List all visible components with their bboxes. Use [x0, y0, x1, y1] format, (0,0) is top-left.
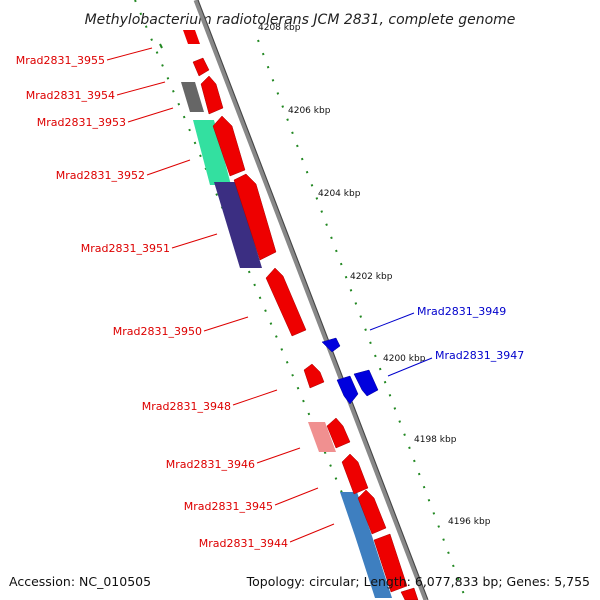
scale-label-partial: 4208 kbp: [258, 23, 301, 33]
forward-genes: [192, 57, 419, 600]
leader-line: [387, 357, 433, 377]
leader-line: [171, 233, 218, 249]
gene-3947-b: [353, 369, 379, 397]
gene-3947-a: [336, 375, 359, 405]
genome-stats-text: Topology: circular; Length: 6,077,833 bp…: [246, 574, 590, 589]
gene-label-3945: Mrad2831_3945: [184, 500, 273, 513]
accession-text: Accession: NC_010505: [9, 574, 151, 589]
scale-label: 4198 kbp: [414, 435, 457, 445]
leader-line: [289, 523, 335, 543]
gene-3950: [265, 267, 307, 337]
guide-tick: [159, 43, 163, 49]
gene-3946-feature: [308, 422, 336, 452]
gene-3952-arrow: [212, 115, 246, 177]
reverse-gene-labels: Mrad2831_3949 Mrad2831_3947: [369, 305, 524, 377]
leader-line: [369, 312, 415, 331]
gene-label-3955: Mrad2831_3955: [16, 54, 105, 67]
gene-label-3951: Mrad2831_3951: [81, 242, 170, 255]
gene-3944-feature: [355, 536, 392, 598]
leader-line: [256, 447, 301, 464]
scale-label: 4202 kbp: [350, 272, 393, 282]
scale-label: 4206 kbp: [288, 106, 331, 116]
gene-3945-feature: [340, 492, 372, 536]
leader-line: [274, 487, 319, 506]
gene-3955: [192, 57, 210, 77]
top-partial-feature: [183, 30, 200, 44]
gene-label-3948: Mrad2831_3948: [142, 400, 231, 413]
leader-line: [116, 81, 166, 96]
gene-3946-arrow: [326, 417, 351, 449]
gene-3944-arrow: [357, 489, 387, 535]
gene-label-3950: Mrad2831_3950: [113, 325, 202, 338]
gene-3948: [303, 363, 325, 389]
gene-label-3947: Mrad2831_3947: [435, 349, 524, 362]
gene-3945-arrow: [341, 453, 369, 495]
gene-label-3949: Mrad2831_3949: [417, 305, 506, 318]
feature-track: [181, 30, 392, 598]
leader-line: [203, 316, 249, 332]
scale-label: 4204 kbp: [318, 189, 361, 199]
gene-3949: [321, 337, 341, 353]
map-title: Methylobacterium radiotolerans JCM 2831,…: [85, 12, 516, 28]
leader-line: [146, 159, 191, 176]
reverse-genes: [321, 337, 379, 405]
leader-line: [106, 47, 153, 61]
gene-bottom-1: [373, 533, 408, 593]
guide-lines: [134, 0, 467, 600]
gene-3954: [200, 75, 224, 115]
leader-line: [232, 389, 278, 406]
backbone-line: [193, 0, 429, 600]
leader-line: [127, 107, 174, 123]
gene-3951-feature: [214, 182, 262, 268]
gene-label-3952: Mrad2831_3952: [56, 169, 145, 182]
backbone-edge: [197, 0, 429, 600]
backbone: [193, 0, 429, 600]
gene-label-3953: Mrad2831_3953: [37, 116, 126, 129]
gene-3951-arrow: [233, 173, 277, 261]
gene-label-3944: Mrad2831_3944: [199, 537, 288, 550]
forward-gene-labels: Mrad2831_3955 Mrad2831_3954 Mrad2831_395…: [16, 47, 335, 550]
outer-guide-line: [257, 39, 467, 600]
scale-label: 4196 kbp: [448, 517, 491, 527]
gene-bottom-2: [400, 587, 419, 600]
scale-label: 4200 kbp: [383, 354, 426, 364]
gene-3952-feature: [193, 120, 231, 185]
scale-labels: 4206 kbp 4204 kbp 4202 kbp 4200 kbp 4198…: [288, 106, 491, 527]
gene-label-3954: Mrad2831_3954: [26, 89, 115, 102]
gene-3953-feature: [181, 82, 204, 112]
gene-label-3946: Mrad2831_3946: [166, 458, 255, 471]
